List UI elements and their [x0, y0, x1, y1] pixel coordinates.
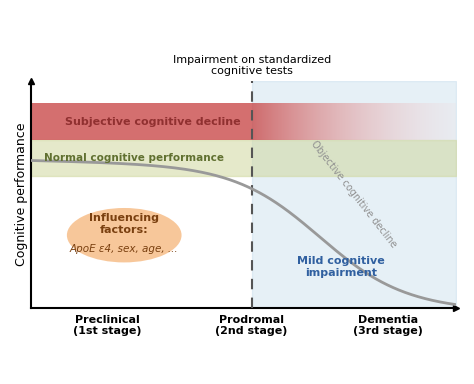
Text: Preclinical
(1st stage): Preclinical (1st stage)	[73, 314, 141, 336]
Text: Subjective cognitive decline: Subjective cognitive decline	[65, 117, 240, 127]
Text: Normal cognitive performance: Normal cognitive performance	[44, 153, 224, 163]
Text: Impairment on standardized
cognitive tests: Impairment on standardized cognitive tes…	[173, 55, 331, 76]
Text: ApoE ε4, sex, age, ...: ApoE ε4, sex, age, ...	[70, 244, 179, 254]
Text: Objective cognitive decline: Objective cognitive decline	[309, 139, 398, 250]
Text: Mild cognitive
impairment: Mild cognitive impairment	[297, 256, 385, 278]
Text: Influencing
factors:: Influencing factors:	[89, 213, 159, 235]
Text: Prodromal
(2nd stage): Prodromal (2nd stage)	[216, 314, 288, 336]
Ellipse shape	[67, 208, 182, 262]
Y-axis label: Cognitive performance: Cognitive performance	[15, 122, 28, 266]
Text: Dementia
(3rd stage): Dementia (3rd stage)	[353, 314, 422, 336]
